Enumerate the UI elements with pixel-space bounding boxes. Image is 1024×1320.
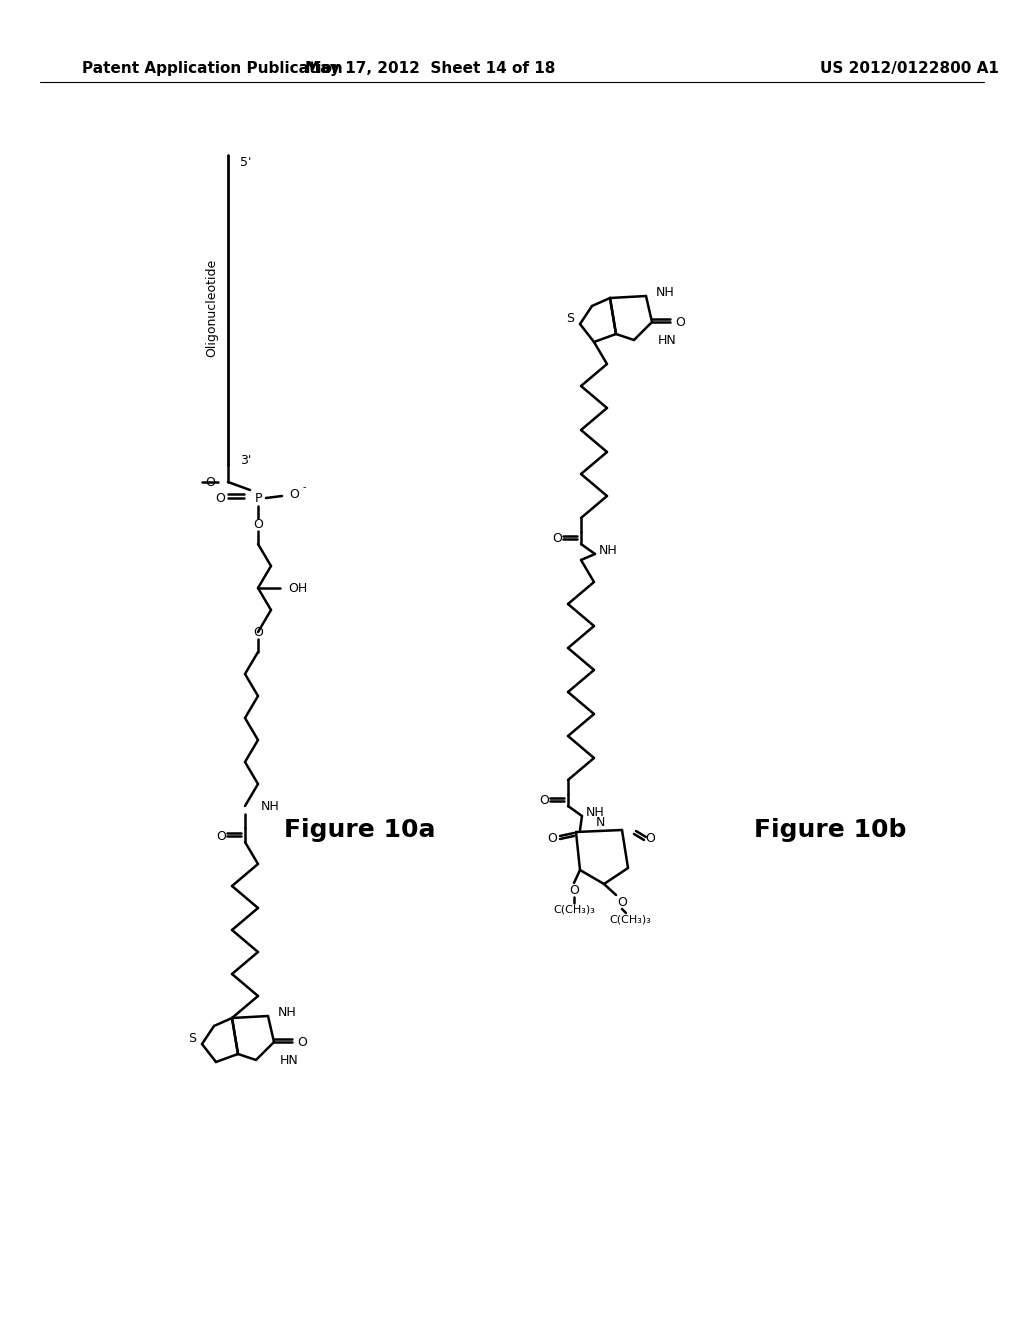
Text: N: N [595,816,605,829]
Text: O: O [617,895,627,908]
Text: NH: NH [656,285,675,298]
Text: O: O [289,487,299,500]
Text: NH: NH [278,1006,297,1019]
Text: NH: NH [586,807,605,820]
Text: O: O [552,532,562,545]
Text: Figure 10b: Figure 10b [754,818,906,842]
Text: 5': 5' [240,157,252,169]
Text: O: O [297,1035,307,1048]
Text: US 2012/0122800 A1: US 2012/0122800 A1 [820,61,998,75]
Text: P: P [254,491,262,504]
Text: O: O [547,832,557,845]
Text: HN: HN [658,334,677,346]
Text: NH: NH [261,800,280,813]
Text: O: O [675,315,685,329]
Text: O: O [569,883,579,896]
Text: Oligonucleotide: Oligonucleotide [206,259,218,358]
Text: Patent Application Publication: Patent Application Publication [82,61,343,75]
Text: OH: OH [288,582,307,594]
Text: May 17, 2012  Sheet 14 of 18: May 17, 2012 Sheet 14 of 18 [305,61,555,75]
Text: C(CH₃)₃: C(CH₃)₃ [609,915,651,925]
Text: C(CH₃)₃: C(CH₃)₃ [553,906,595,915]
Text: NH: NH [599,544,617,557]
Text: O: O [253,626,263,639]
Text: HN: HN [280,1053,299,1067]
Text: 3': 3' [240,454,251,466]
Text: O: O [215,491,225,504]
Text: S: S [566,312,574,325]
Text: O: O [216,829,226,842]
Text: -: - [302,482,306,492]
Text: O: O [539,795,549,808]
Text: Figure 10a: Figure 10a [285,818,436,842]
Text: S: S [188,1031,196,1044]
Text: O: O [205,475,215,488]
Text: O: O [253,519,263,532]
Text: O: O [645,832,655,845]
